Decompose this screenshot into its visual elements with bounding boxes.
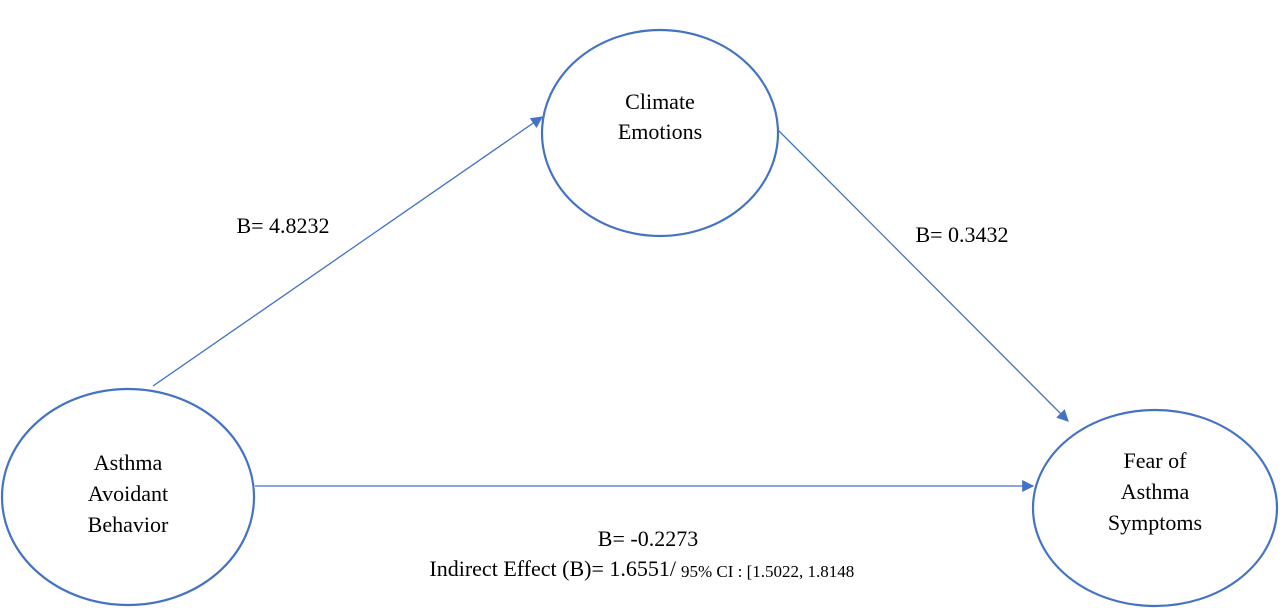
node-circle [0,387,256,607]
node-label: Avoidant [88,481,168,506]
node-label: Behavior [88,512,169,537]
node-label: Asthma [94,450,163,475]
edge-label: B= -0.2273 [598,526,698,551]
confidence-interval: 95% CI : [1.5022, 1.8148 [681,562,854,581]
arrow [777,129,1069,422]
node-circle [540,28,780,238]
edge-label: B= 0.3432 [915,222,1008,247]
indirect-effect: Indirect Effect (B)= 1.6551/ [429,556,676,581]
node-label: Emotions [618,119,702,144]
arrow [152,116,543,387]
node-label: Symptoms [1108,510,1202,535]
node-circle [1031,408,1279,608]
edge-label: B= 4.8232 [236,213,329,238]
node-label: Asthma [1121,479,1190,504]
node-label: Climate [625,89,695,114]
node-label: Fear of [1124,448,1188,473]
